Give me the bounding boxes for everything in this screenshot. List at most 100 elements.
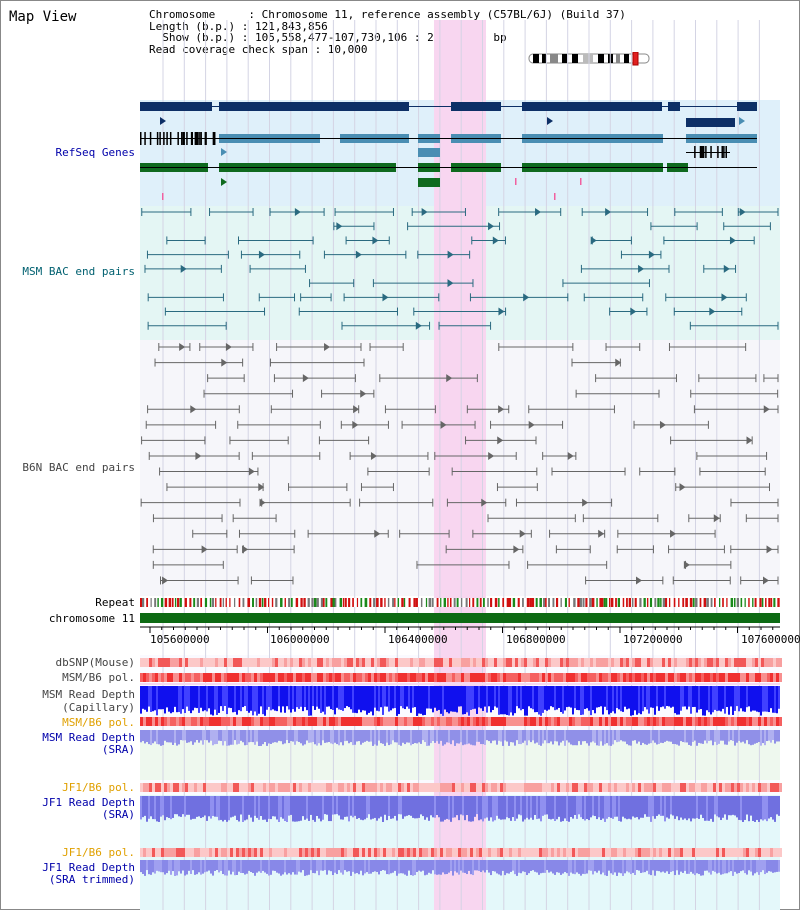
polymorphism-cell bbox=[185, 848, 188, 857]
read-depth-bar bbox=[698, 686, 700, 710]
repeat-element bbox=[431, 598, 434, 607]
read-depth-bar bbox=[644, 686, 646, 708]
bac-end-arrow bbox=[513, 545, 520, 554]
polymorphism-cell bbox=[665, 673, 668, 682]
track-label-msm-read-depth-sra[interactable]: MSM Read Depth bbox=[42, 731, 135, 744]
read-depth-bar bbox=[418, 796, 420, 818]
polymorphism-cell bbox=[728, 848, 731, 857]
read-depth-bar bbox=[710, 796, 712, 819]
read-depth-bar bbox=[740, 686, 742, 709]
read-depth-bar bbox=[528, 860, 530, 874]
track-label-jf1-b6-pol-2[interactable]: JF1/B6 pol. bbox=[62, 846, 135, 859]
polymorphism-cell bbox=[689, 673, 692, 682]
polymorphism-cell bbox=[635, 717, 638, 726]
read-depth-bar bbox=[230, 730, 232, 745]
track-label-jf1-read-depth-trimmed[interactable]: JF1 Read Depth bbox=[42, 861, 135, 874]
polymorphism-cell bbox=[512, 658, 515, 667]
read-depth-bar bbox=[542, 686, 544, 713]
track-label-jf1-read-depth-sra[interactable]: JF1 Read Depth bbox=[42, 796, 135, 809]
read-depth-bar bbox=[756, 860, 758, 873]
read-depth-bar bbox=[280, 686, 282, 713]
repeat-element bbox=[539, 598, 542, 607]
track-label-b6n-bac[interactable]: B6N BAC end pairs bbox=[22, 461, 135, 474]
read-depth-bar bbox=[722, 686, 724, 709]
polymorphism-cell bbox=[242, 717, 245, 726]
read-depth-bar bbox=[460, 796, 462, 815]
polymorphism-cell bbox=[626, 717, 629, 726]
read-depth-bar bbox=[156, 860, 158, 871]
read-depth-bar bbox=[340, 686, 342, 710]
read-depth-bar bbox=[466, 860, 468, 875]
polymorphism-cell bbox=[251, 717, 254, 726]
track-label-jf1-b6-pol[interactable]: JF1/B6 pol. bbox=[62, 781, 135, 794]
polymorphism-cell bbox=[629, 848, 632, 857]
read-depth-bar bbox=[254, 860, 256, 876]
read-depth-bar bbox=[290, 796, 292, 815]
polymorphism-cell bbox=[644, 783, 647, 792]
track-label-msm-b6-pol-sra[interactable]: MSM/B6 pol. bbox=[62, 716, 135, 729]
polymorphism-cell bbox=[602, 848, 605, 857]
read-depth-bar bbox=[528, 730, 530, 741]
read-depth-bar bbox=[668, 796, 670, 819]
read-depth-bar bbox=[486, 730, 488, 741]
polymorphism-cell bbox=[161, 673, 164, 682]
repeat-element bbox=[744, 598, 746, 607]
read-depth-bar bbox=[686, 686, 688, 710]
read-depth-bar bbox=[482, 796, 484, 822]
polymorphism-cell bbox=[353, 717, 356, 726]
read-depth-bar bbox=[284, 860, 286, 873]
polymorphism-cell bbox=[221, 848, 224, 857]
read-depth-bar bbox=[684, 686, 686, 707]
track-label-msm-b6-pol[interactable]: MSM/B6 pol. bbox=[62, 671, 135, 684]
track-label-msm-bac[interactable]: MSM BAC end pairs bbox=[22, 265, 135, 278]
read-depth-bar bbox=[146, 686, 148, 712]
read-depth-bar bbox=[366, 686, 368, 715]
read-depth-bar bbox=[502, 860, 504, 871]
read-depth-bar bbox=[574, 860, 576, 875]
read-depth-bar bbox=[386, 796, 388, 821]
read-depth-bar bbox=[676, 730, 678, 745]
polymorphism-cell bbox=[644, 658, 647, 667]
read-depth-bar bbox=[596, 730, 598, 746]
track-label-msm-read-depth-capillary[interactable]: MSM Read Depth bbox=[42, 688, 135, 701]
read-depth-bar bbox=[752, 860, 754, 876]
polymorphism-cell bbox=[590, 658, 593, 667]
polymorphism-cell bbox=[233, 717, 236, 726]
polymorphism-cell bbox=[239, 658, 242, 667]
polymorphism-cell bbox=[209, 783, 212, 792]
read-depth-bar bbox=[694, 730, 696, 741]
read-depth-bar bbox=[334, 686, 336, 715]
read-depth-bar bbox=[148, 686, 150, 707]
repeat-element bbox=[582, 598, 585, 607]
repeat-element bbox=[252, 598, 254, 607]
polymorphism-cell bbox=[389, 673, 392, 682]
read-depth-bar bbox=[434, 796, 436, 818]
polymorphism-cell bbox=[674, 673, 677, 682]
read-depth-bar bbox=[568, 860, 570, 876]
polymorphism-cell bbox=[431, 673, 434, 682]
read-depth-bar bbox=[724, 796, 726, 815]
polymorphism-cell bbox=[347, 783, 350, 792]
polymorphism-cell bbox=[179, 658, 182, 667]
read-depth-bar bbox=[462, 796, 464, 816]
read-depth-bar bbox=[368, 686, 370, 713]
polymorphism-cell bbox=[149, 658, 152, 667]
track-label-repeat[interactable]: Repeat bbox=[95, 596, 135, 609]
polymorphism-cell bbox=[503, 783, 506, 792]
track-label-chromosome[interactable]: chromosome 11 bbox=[48, 612, 135, 625]
polymorphism-cell bbox=[362, 717, 365, 726]
polymorphism-cell bbox=[581, 717, 584, 726]
polymorphism-cell bbox=[431, 848, 434, 857]
read-depth-bar bbox=[606, 730, 608, 744]
polymorphism-cell bbox=[695, 848, 698, 857]
read-depth-bar bbox=[754, 796, 756, 822]
polymorphism-cell bbox=[617, 848, 620, 857]
read-depth-bar bbox=[656, 730, 658, 745]
read-depth-bar bbox=[272, 860, 274, 871]
read-depth-bar bbox=[246, 730, 248, 746]
polymorphism-cell bbox=[776, 658, 779, 667]
track-label-dbsnp[interactable]: dbSNP(Mouse) bbox=[55, 656, 135, 669]
polymorphism-cell bbox=[221, 658, 224, 667]
track-label-refseq-genes[interactable]: RefSeq Genes bbox=[55, 146, 135, 159]
